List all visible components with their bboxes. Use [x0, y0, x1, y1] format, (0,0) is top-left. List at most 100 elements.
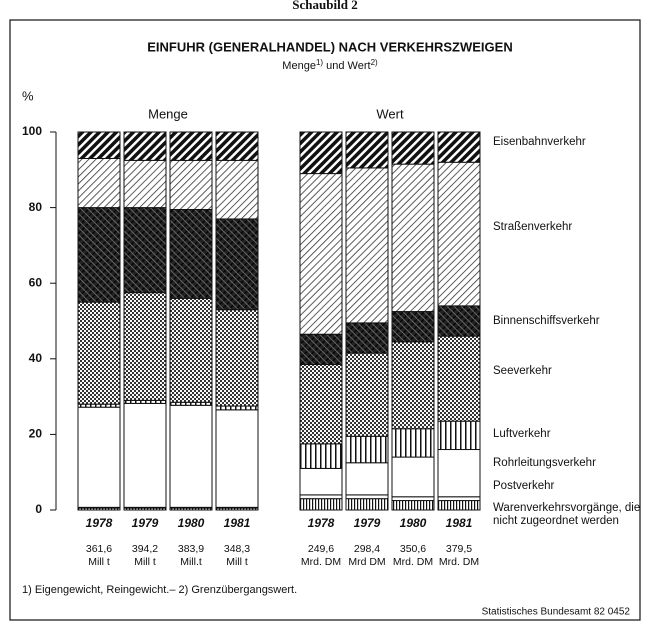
- bar-segment: [345, 322, 389, 354]
- x-tick-label: 1980: [400, 516, 427, 530]
- y-tick-label: 40: [29, 351, 43, 365]
- y-axis-label: %: [22, 88, 34, 103]
- bar-segment: [345, 435, 389, 464]
- bar-segment: [215, 405, 259, 411]
- total-label: Mill t: [134, 556, 156, 568]
- x-tick-label: 1981: [446, 516, 473, 530]
- legend-entry: Binnenschiffsverkehr: [493, 315, 600, 327]
- legend-entry: Warenverkehrsvorgänge, die nicht zugeord…: [493, 502, 641, 527]
- bar-segment: [299, 443, 343, 469]
- bar-segment: [391, 311, 435, 343]
- bar-segment: [391, 456, 435, 498]
- bar-segment: [169, 404, 213, 508]
- bar-segment: [123, 159, 167, 209]
- bar-segment: [215, 309, 259, 407]
- bar-segment: [299, 333, 343, 365]
- bar-segment: [345, 131, 389, 169]
- bar-segment: [345, 498, 389, 511]
- bar-segment: [77, 131, 121, 159]
- total-label: Mill t: [88, 556, 110, 568]
- bar-segment: [77, 406, 121, 508]
- y-tick-label: 0: [35, 502, 42, 516]
- bar-segment: [123, 207, 167, 294]
- bar-segment: [437, 500, 481, 511]
- bar-segment: [437, 449, 481, 498]
- x-tick-label: 1979: [354, 516, 381, 530]
- bar-segment: [215, 159, 259, 220]
- legend-entry: Seeverkehr: [493, 365, 552, 377]
- total-label: Mill t: [226, 556, 248, 568]
- subtitle-sup: 1): [316, 58, 323, 67]
- subtitle-sup: 2): [371, 58, 378, 67]
- panel-label: Wert: [376, 106, 404, 121]
- bar-segment: [169, 131, 213, 161]
- bar-segment: [391, 500, 435, 511]
- bar-segment: [77, 301, 121, 405]
- subtitle-part: und Wert: [323, 60, 371, 72]
- x-tick-label: 1978: [308, 516, 335, 530]
- chart-title: EINFUHR (GENERALHANDEL) NACH VERKEHRSZWE…: [147, 39, 512, 54]
- total-label: 379,5: [446, 543, 472, 555]
- bar-segment: [437, 305, 481, 337]
- bar-segment: [299, 498, 343, 511]
- total-label: 249,6: [308, 543, 334, 555]
- x-tick-label: 1981: [224, 516, 251, 530]
- bar-segment: [345, 494, 389, 500]
- bar-segment: [77, 207, 121, 303]
- bar-segment: [345, 462, 389, 496]
- total-label: Mrd. DM: [439, 556, 479, 568]
- bar-segment: [299, 131, 343, 175]
- legend-entry: Eisenbahnverkehr: [493, 136, 586, 148]
- bar-segment: [391, 131, 435, 165]
- bar-segment: [169, 208, 213, 299]
- frame: [9, 19, 641, 621]
- bar-segment: [123, 402, 167, 508]
- bar-segment: [215, 409, 259, 508]
- subtitle: Menge1) und Wert2): [282, 58, 378, 72]
- bar-segment: [215, 218, 259, 311]
- bar-segment: [391, 428, 435, 458]
- bar-segment: [391, 496, 435, 502]
- y-tick-label: 60: [29, 275, 43, 289]
- bar-segment: [299, 363, 343, 445]
- bar-segment: [123, 131, 167, 161]
- y-tick-label: 20: [29, 427, 43, 441]
- total-label: 383,9: [178, 543, 204, 555]
- footnote: 1) Eigengewicht, Reingewicht.– 2) Grenzü…: [22, 584, 297, 596]
- bar-segment: [77, 157, 121, 209]
- total-label: Mrd. DM: [393, 556, 433, 568]
- header: Schaubild 2: [292, 0, 357, 12]
- legend-entry: Postverkehr: [493, 480, 555, 492]
- total-label: Mill.t: [180, 556, 202, 568]
- bar-segment: [437, 161, 481, 307]
- total-label: 298,4: [354, 543, 380, 555]
- total-label: 394,2: [132, 543, 158, 555]
- bar-segment: [169, 159, 213, 210]
- subtitle-part: Menge: [282, 60, 316, 72]
- source: Statistisches Bundesamt 82 0452: [482, 607, 631, 618]
- bar-segment: [437, 420, 481, 451]
- bar-segment: [299, 173, 343, 335]
- x-tick-label: 1978: [86, 516, 113, 530]
- total-label: 361,6: [86, 543, 112, 555]
- total-label: Mrd. DM: [301, 556, 341, 568]
- bar-segment: [437, 496, 481, 502]
- total-label: 350,6: [400, 543, 426, 555]
- bar-segment: [345, 352, 389, 437]
- bar-segment: [391, 341, 435, 430]
- bar-segment: [345, 167, 389, 324]
- bar-segment: [437, 131, 481, 163]
- x-tick-label: 1980: [178, 516, 205, 530]
- x-tick-label: 1979: [132, 516, 159, 530]
- bar-segment: [169, 297, 213, 403]
- bar-segment: [215, 131, 259, 161]
- bar-segment: [299, 494, 343, 500]
- legend-entry: Rohrleitungsverkehr: [493, 457, 596, 469]
- bar-segment: [299, 467, 343, 496]
- bar-segment: [437, 335, 481, 422]
- legend-entry: Straßenverkehr: [493, 221, 573, 233]
- legend-entry: Luftverkehr: [493, 428, 551, 440]
- panel-label: Menge: [148, 106, 188, 121]
